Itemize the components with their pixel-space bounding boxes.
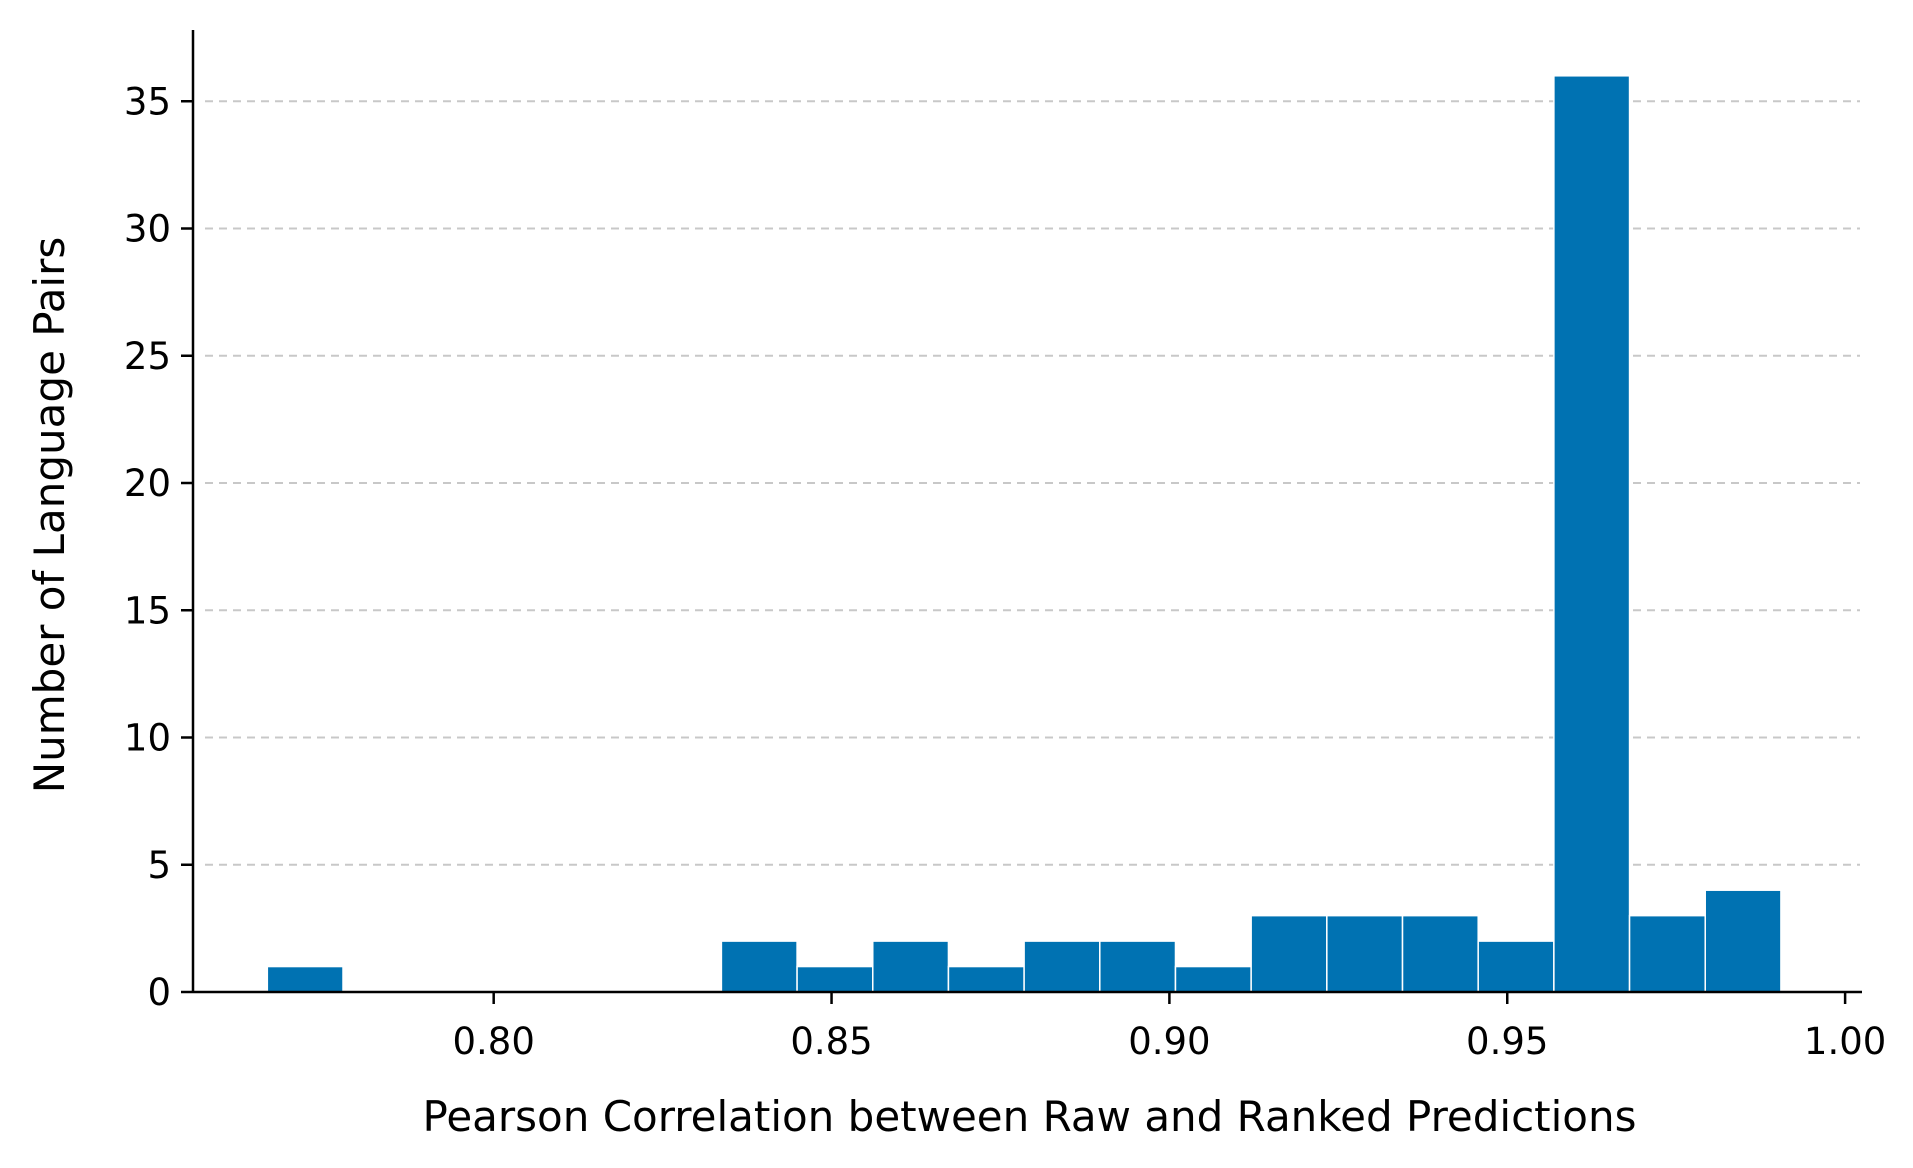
x-axis-label: Pearson Correlation between Raw and Rank… [422,1092,1636,1141]
histogram-bar-14 [1326,914,1404,993]
histogram-bar-6 [720,940,798,993]
histogram-bar-18 [1628,914,1706,993]
y-axis-label: Number of Language Pairs [25,237,74,794]
y-tick-label-3: 15 [124,589,171,632]
histogram-bar-9 [947,965,1025,993]
axis-ticks: 0 5 10 15 20 25 30 35 0.80 0.85 0.90 0.95 1.00 [124,80,1886,1063]
histogram-bar-11 [1099,940,1177,993]
x-tick-label-4: 1.00 [1804,1020,1886,1063]
y-tick-label-5: 25 [124,335,171,378]
x-tick-label-0: 0.80 [452,1020,534,1063]
histogram-bar-13 [1250,914,1328,993]
histogram-bar-0 [266,965,344,993]
histogram-bar-10 [1023,940,1101,993]
histogram-bar-16 [1477,940,1555,993]
histogram-bar-17 [1553,75,1631,993]
histogram-bar-7 [796,965,874,993]
axes [191,30,1862,994]
y-tick-label-0: 0 [147,971,171,1014]
histogram-bar-8 [872,940,950,993]
histogram-bar-12 [1174,965,1252,993]
y-tick-label-6: 30 [124,208,171,251]
x-tick-label-1: 0.85 [790,1020,872,1063]
y-tick-label-7: 35 [124,80,171,123]
y-tick-label-4: 20 [124,462,171,505]
y-tick-label-1: 5 [147,844,171,887]
histogram-bar-15 [1401,914,1479,993]
histogram-bar-19 [1704,889,1782,993]
x-tick-label-3: 0.95 [1466,1020,1548,1063]
x-tick-label-2: 0.90 [1128,1020,1210,1063]
histogram-bars [266,75,1782,993]
y-tick-label-2: 10 [124,717,171,760]
